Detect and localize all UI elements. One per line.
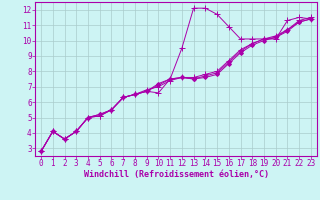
X-axis label: Windchill (Refroidissement éolien,°C): Windchill (Refroidissement éolien,°C) bbox=[84, 170, 268, 179]
